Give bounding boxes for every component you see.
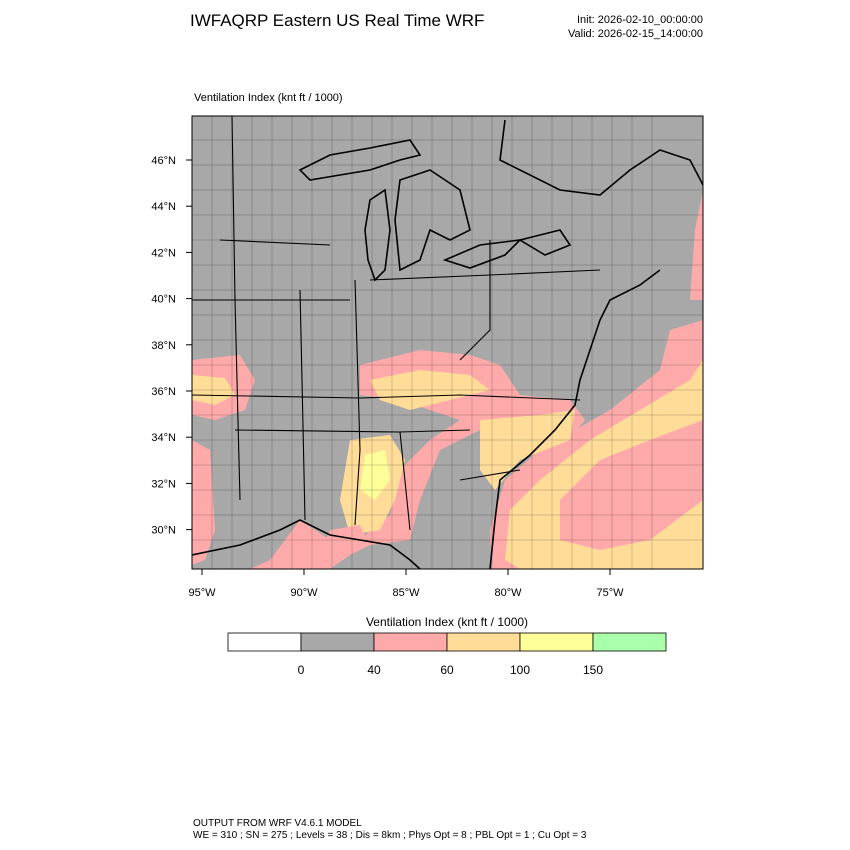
lon-label: 85°W [392, 587, 420, 599]
colorbar-box [300, 632, 375, 652]
colorbar-box [227, 632, 302, 652]
lat-label: 36°N [151, 386, 176, 398]
colorbar-box [446, 632, 521, 652]
colorbar-label: 100 [510, 663, 530, 677]
footer-line: OUTPUT FROM WRF V4.6.1 MODEL [193, 818, 362, 829]
lon-label: 75°W [596, 587, 624, 599]
footer-line: WE = 310 ; SN = 275 ; Levels = 38 ; Dis … [193, 830, 587, 841]
lat-label: 40°N [151, 294, 176, 306]
lat-label: 42°N [151, 247, 176, 259]
lon-label: 80°W [494, 587, 522, 599]
colorbar: 0 40 60 100 150 [227, 632, 667, 677]
colorbar-label: 60 [440, 663, 454, 677]
lon-labels: 95°W 90°W 85°W 80°W 75°W [188, 569, 624, 599]
colorbar-title: Ventilation Index (knt ft / 1000) [366, 615, 528, 629]
colorbar-box [519, 632, 594, 652]
lat-label: 38°N [151, 340, 176, 352]
colorbar-box [592, 632, 667, 652]
lat-labels: 46°N 44°N 42°N 40°N 38°N 36°N 34°N 32°N 30°N [151, 155, 192, 537]
colorbar-box [373, 632, 448, 652]
map [192, 116, 703, 569]
lon-label: 90°W [290, 587, 318, 599]
lat-label: 44°N [151, 201, 176, 213]
colorbar-label: 0 [298, 663, 305, 677]
lat-label: 32°N [151, 478, 176, 490]
valid-time: Valid: 2026-02-15_14:00:00 [568, 28, 703, 40]
colorbar-label: 150 [583, 663, 603, 677]
map-frame [191, 115, 704, 570]
colorbar-label: 40 [367, 663, 381, 677]
title: IWFAQRP Eastern US Real Time WRF [190, 11, 484, 30]
init-time: Init: 2026-02-10_00:00:00 [577, 14, 703, 26]
lon-label: 95°W [188, 587, 216, 599]
lat-label: 46°N [151, 155, 176, 167]
lat-label: 34°N [151, 432, 176, 444]
lat-label: 30°N [151, 525, 176, 537]
map-label: Ventilation Index (knt ft / 1000) [194, 92, 343, 104]
